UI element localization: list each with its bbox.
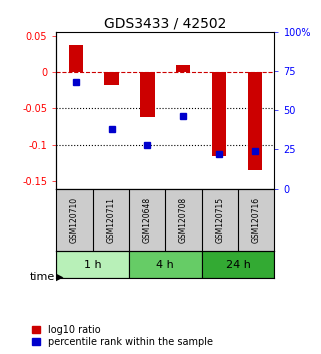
Bar [247, 72, 262, 170]
Text: GSM120708: GSM120708 [179, 197, 188, 243]
Bar [202, 251, 274, 278]
Text: GSM120715: GSM120715 [215, 197, 224, 243]
Bar [140, 72, 155, 117]
Legend: log10 ratio, percentile rank within the sample: log10 ratio, percentile rank within the … [30, 323, 215, 349]
Text: GSM120716: GSM120716 [252, 197, 261, 243]
Text: 1 h: 1 h [84, 259, 101, 269]
Text: GSM120648: GSM120648 [143, 197, 152, 243]
Bar [176, 65, 190, 72]
Text: GSM120711: GSM120711 [106, 197, 115, 243]
Bar [129, 251, 202, 278]
Text: ▶: ▶ [56, 272, 63, 282]
Bar [56, 251, 129, 278]
Title: GDS3433 / 42502: GDS3433 / 42502 [104, 17, 227, 31]
Bar [212, 72, 226, 156]
Text: 4 h: 4 h [156, 259, 174, 269]
Text: GSM120710: GSM120710 [70, 197, 79, 243]
Text: 24 h: 24 h [226, 259, 250, 269]
Bar [104, 72, 119, 85]
Bar [69, 45, 83, 72]
Text: time: time [29, 272, 55, 282]
